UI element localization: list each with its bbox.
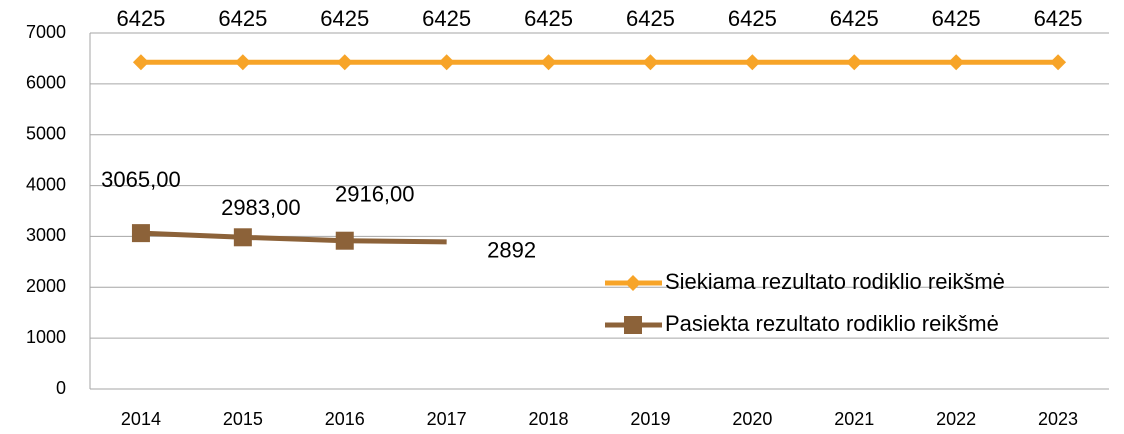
x-tick-label: 2021	[834, 409, 874, 429]
data-label: 6425	[524, 6, 573, 31]
data-label: 2983,00	[221, 195, 301, 220]
data-label: 6425	[728, 6, 777, 31]
legend-label: Pasiekta rezultato rodiklio reikšmė	[665, 311, 999, 336]
x-tick-label: 2023	[1038, 409, 1078, 429]
marker	[846, 54, 863, 71]
y-tick-label: 5000	[26, 123, 66, 143]
marker	[1050, 54, 1067, 71]
data-label: 6425	[116, 6, 165, 31]
marker	[540, 54, 557, 71]
marker	[948, 54, 965, 71]
y-tick-label: 7000	[26, 22, 66, 42]
y-tick-label: 2000	[26, 276, 66, 296]
series-line	[140, 230, 447, 245]
marker	[642, 54, 659, 71]
data-label: 6425	[1034, 6, 1083, 31]
x-tick-label: 2019	[630, 409, 670, 429]
marker	[132, 54, 149, 71]
marker	[131, 224, 150, 243]
data-label: 3065,00	[101, 167, 181, 192]
marker	[336, 54, 353, 71]
data-label: 6425	[320, 6, 369, 31]
marker	[438, 54, 455, 71]
legend-label: Siekiama rezultato rodiklio reikšmė	[665, 269, 1005, 294]
x-tick-label: 2014	[121, 409, 161, 429]
data-label: 6425	[422, 6, 471, 31]
data-label: 6425	[626, 6, 675, 31]
x-tick-label: 2020	[732, 409, 772, 429]
marker	[335, 231, 354, 250]
y-tick-label: 6000	[26, 73, 66, 93]
y-tick-label: 0	[56, 378, 66, 398]
x-tick-label: 2016	[325, 409, 365, 429]
y-tick-label: 1000	[26, 327, 66, 347]
marker	[233, 228, 252, 247]
data-label: 2892	[487, 238, 536, 263]
data-label: 2916,00	[335, 182, 415, 207]
x-tick-label: 2022	[936, 409, 976, 429]
data-label: 6425	[932, 6, 981, 31]
x-tick-label: 2017	[427, 409, 467, 429]
marker	[744, 54, 761, 71]
legend-marker	[624, 316, 642, 334]
legend-marker	[625, 275, 641, 291]
x-tick-label: 2018	[529, 409, 569, 429]
data-label: 6425	[830, 6, 879, 31]
x-tick-label: 2015	[223, 409, 263, 429]
y-tick-label: 3000	[26, 225, 66, 245]
data-label: 6425	[218, 6, 267, 31]
y-tick-label: 4000	[26, 174, 66, 194]
marker	[234, 54, 251, 71]
